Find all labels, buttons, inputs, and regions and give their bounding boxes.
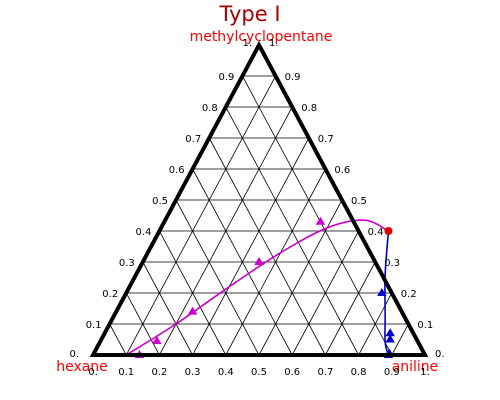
corner-tick-label: 0.	[88, 367, 98, 378]
left-edge-tick-label: 0.7	[185, 134, 201, 145]
left-edge-tick-label: 0.6	[169, 165, 185, 176]
grid-line	[225, 106, 359, 356]
grid-line	[175, 199, 260, 356]
left-edge-tick-label: 0.3	[119, 258, 135, 269]
left-edge-tick-label: 0.5	[152, 196, 168, 207]
left-edge-tick-label: 0.9	[218, 72, 234, 83]
left-branch-point	[315, 216, 326, 225]
grid-line	[242, 75, 393, 356]
grid-line	[192, 137, 310, 356]
grid-line	[125, 75, 276, 356]
binodal-curves	[125, 219, 390, 356]
plait-point	[384, 227, 393, 235]
bottom-edge-tick-label: 0.5	[251, 367, 267, 378]
bottom-edge-tick-label: 0.8	[351, 367, 367, 378]
corner-tick-label: 0.	[435, 349, 445, 360]
corner-tick-label: 1.	[420, 367, 430, 378]
right-edge-tick-label: 0.8	[301, 103, 317, 114]
left-branch-point	[187, 306, 198, 315]
bottom-edge-tick-label: 0.6	[284, 367, 300, 378]
right-edge-tick-label: 0.5	[351, 196, 367, 207]
left-edge-tick-label: 0.4	[135, 227, 151, 238]
right-edge-tick-label: 0.3	[384, 258, 400, 269]
left-edge-tick-label: 0.1	[86, 320, 102, 331]
triangle-outline	[89, 40, 429, 357]
left-vertex-label: hexane	[56, 359, 108, 375]
bottom-edge-tick-label: 0.3	[185, 367, 201, 378]
right-branch-point	[385, 334, 395, 343]
corner-tick-label: 1.	[242, 38, 252, 49]
bottom-edge-tick-label: 0.7	[317, 367, 333, 378]
right-edge-tick-label: 0.7	[318, 134, 334, 145]
right-edge-tick-label: 0.4	[368, 227, 384, 238]
left-edge-tick-label: 0.8	[202, 103, 218, 114]
tick-labels: 0.1 0.1 0.1 0.2 0.2 0.2 0.3 0.3 0.3 0.4 0.4 0.4 0.5 0…	[69, 38, 444, 378]
right-branch-point	[385, 328, 395, 337]
grid-line	[192, 168, 293, 356]
grid-line	[125, 292, 160, 356]
triangle-frame	[89, 40, 429, 357]
left-edge-tick-label: 0.2	[102, 289, 118, 300]
right-edge-tick-label: 0.9	[285, 72, 301, 83]
right-branch-curve	[384, 230, 390, 356]
right-branch-point	[377, 288, 387, 296]
bottom-edge-tick-label: 0.9	[384, 367, 400, 378]
grid-line	[109, 323, 127, 356]
right-vertex-label: aniline	[392, 359, 439, 375]
grid-line	[391, 323, 409, 356]
grid-line	[159, 230, 227, 356]
bottom-edge-tick-label: 0.4	[218, 367, 234, 378]
right-edge-tick-label: 0.1	[417, 320, 433, 331]
corner-tick-label: 1.	[269, 38, 279, 49]
grid-line	[142, 261, 193, 356]
grid-line	[208, 137, 326, 356]
left-branch-point	[152, 336, 162, 345]
bottom-edge-tick-label: 0.2	[151, 367, 167, 378]
right-edge-tick-label: 0.2	[401, 289, 417, 300]
grid-lines	[109, 75, 409, 356]
grid-line	[258, 199, 343, 356]
top-vertex-label: methylcyclopentane	[190, 29, 333, 45]
bottom-edge-tick-label: 0.1	[118, 367, 134, 378]
corner-tick-label: 0.	[69, 349, 79, 360]
left-branch-curve	[125, 219, 389, 356]
left-branch-point	[254, 257, 264, 265]
chart-title: Type I	[218, 2, 280, 26]
grid-line	[325, 261, 376, 356]
right-edge-tick-label: 0.6	[334, 165, 350, 176]
